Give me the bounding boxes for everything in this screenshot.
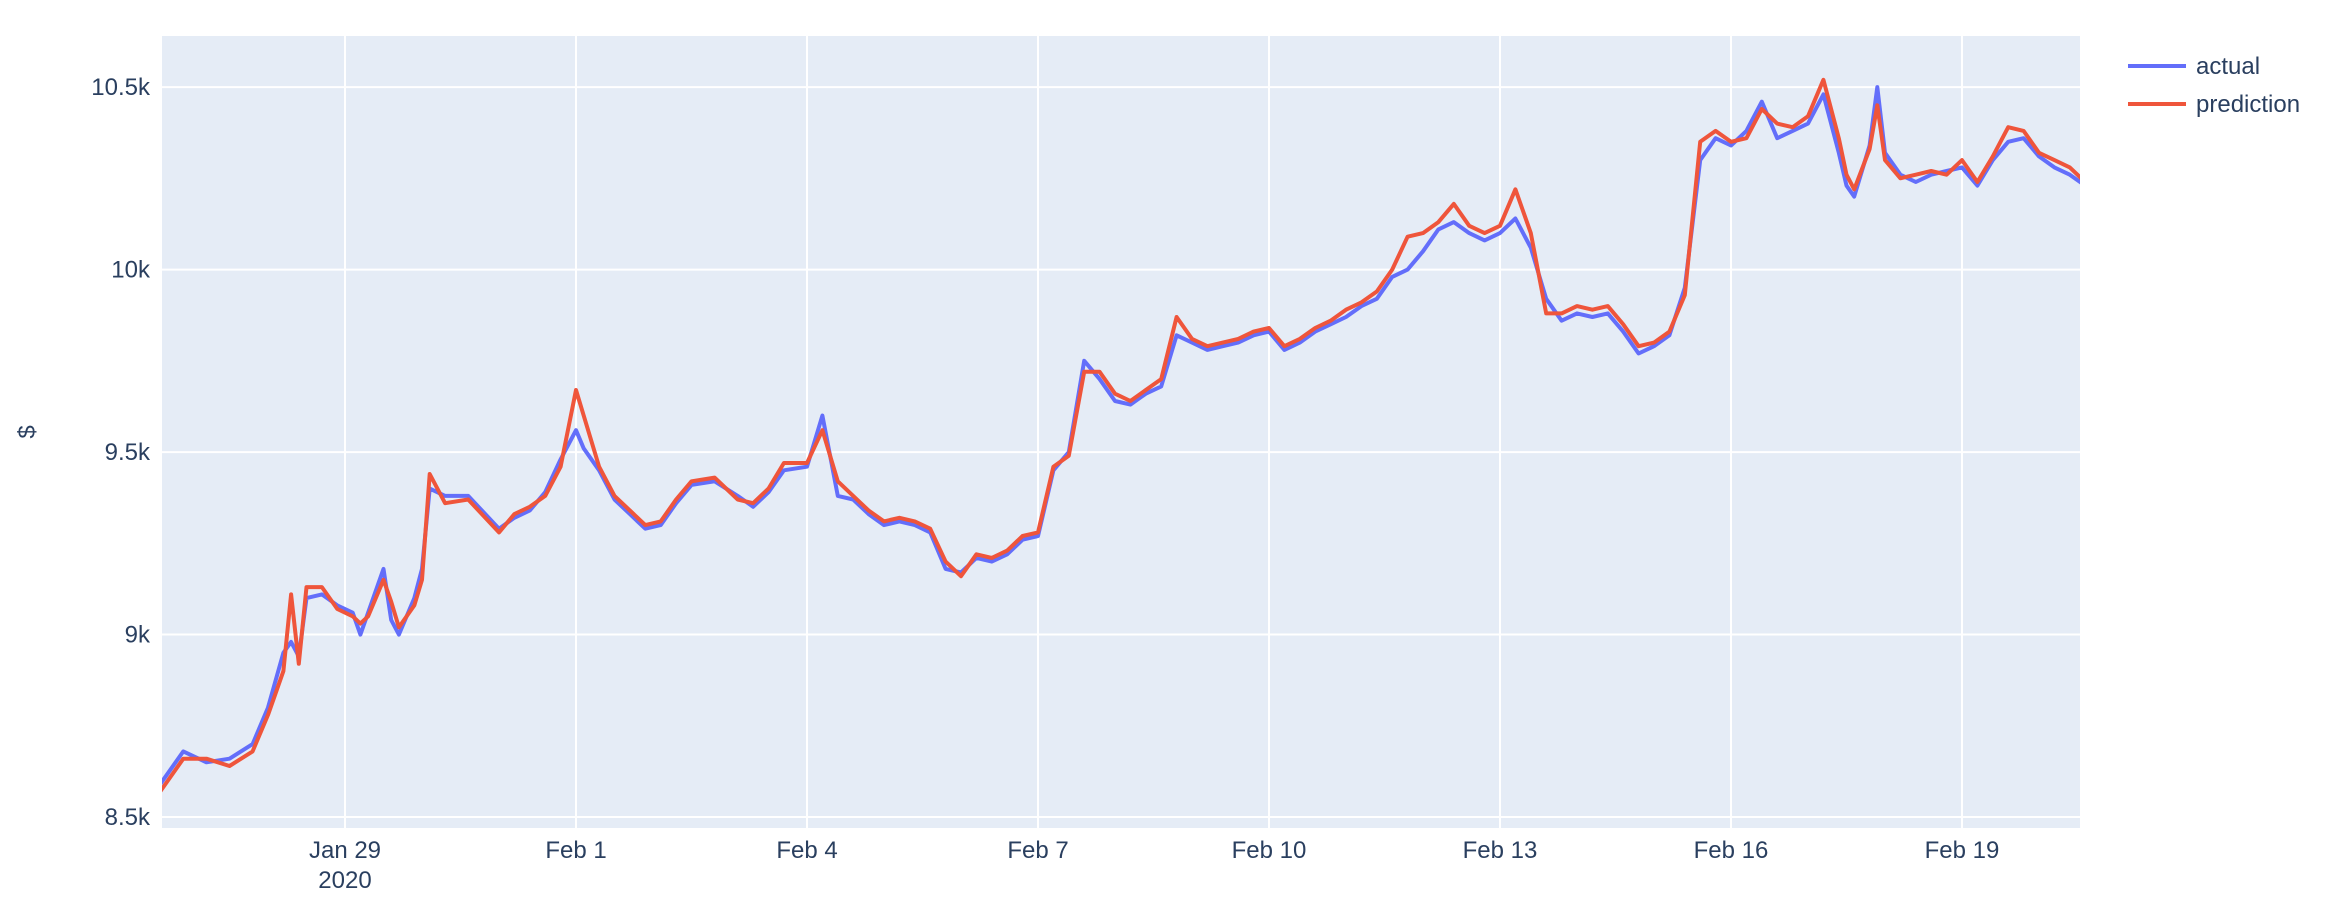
series-lines	[162, 77, 2080, 793]
series-line-actual	[162, 85, 2080, 786]
legend[interactable]: actual prediction	[2128, 53, 2300, 118]
y-tick-label: 10k	[111, 257, 151, 284]
x-tick-label: Feb 1	[545, 837, 606, 864]
y-axis-ticks: 8.5k 9k 9.5k 10k 10.5k	[91, 74, 151, 831]
x-tick-label: Feb 13	[1463, 837, 1538, 864]
series-line-prediction	[162, 77, 2080, 793]
x-tick-label: Feb 16	[1694, 837, 1769, 864]
legend-label: actual	[2196, 53, 2260, 80]
y-axis-title: $	[14, 425, 41, 438]
x-tick-label: Feb 10	[1232, 837, 1307, 864]
legend-item-prediction[interactable]: prediction	[2128, 91, 2300, 118]
y-tick-label: 8.5k	[105, 804, 151, 831]
x-tick-sublabel: 2020	[318, 867, 371, 894]
y-tick-label: 10.5k	[91, 74, 151, 101]
x-tick-label: Jan 29	[309, 837, 381, 864]
x-axis-ticks: Jan 29 2020 Feb 1 Feb 4 Feb 7 Feb 10 Feb 13 Feb…	[309, 837, 1999, 894]
x-tick-label: Feb 19	[1925, 837, 2000, 864]
x-tick-label: Feb 4	[776, 837, 837, 864]
plot-background	[162, 36, 2080, 828]
legend-item-actual[interactable]: actual	[2128, 53, 2260, 80]
y-gridlines	[162, 86, 2080, 819]
x-gridlines	[344, 36, 1963, 828]
y-tick-label: 9.5k	[105, 439, 151, 466]
y-tick-label: 9k	[125, 622, 151, 649]
x-tick-label: Feb 7	[1007, 837, 1068, 864]
legend-label: prediction	[2196, 91, 2300, 118]
